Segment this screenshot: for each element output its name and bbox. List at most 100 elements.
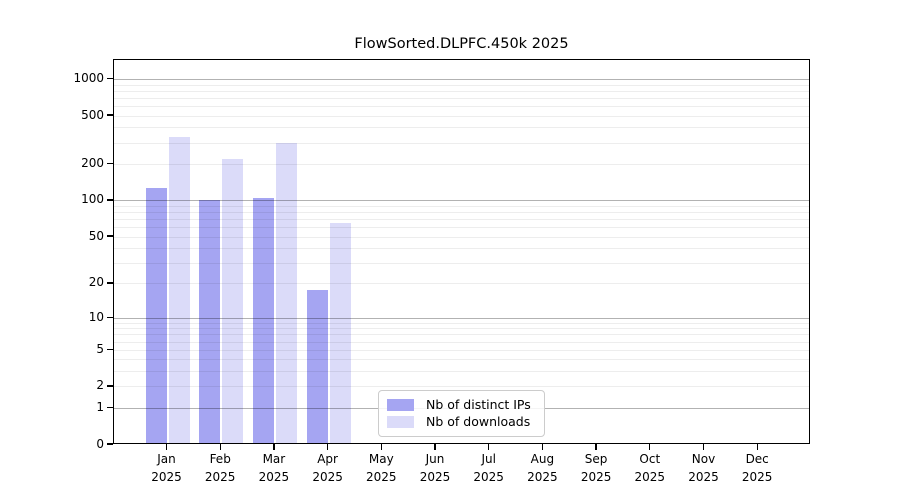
x-tick-month: Jan (157, 452, 176, 466)
gridline-minor (114, 341, 809, 343)
gridline-minor (114, 212, 809, 214)
gridline-minor (114, 115, 809, 117)
x-tick-label: Jul 2025 (457, 451, 521, 486)
legend-item: Nb of downloads (387, 414, 536, 430)
y-tick-label: 50 (88, 228, 104, 243)
gridline-minor (114, 205, 809, 207)
y-tick-mark (107, 162, 113, 165)
x-tick-label: Sep 2025 (564, 451, 628, 486)
gridline-minor (114, 142, 809, 144)
bar-distinct-ips (306, 290, 328, 443)
x-tick-label: Nov 2025 (672, 451, 736, 486)
x-tick-month: Sep (584, 452, 608, 466)
y-tick-label: 1 (96, 399, 104, 414)
bar-downloads (222, 159, 244, 443)
y-tick-mark (107, 406, 113, 408)
y-tick-label: 5 (96, 341, 104, 356)
y-tick-mark (107, 316, 113, 318)
x-tick-label: Jan 2025 (135, 451, 199, 486)
gridline-minor (114, 334, 809, 336)
gridline-minor (114, 236, 809, 238)
y-tick-label: 10 (88, 309, 104, 324)
y-tick-label: 20 (88, 275, 104, 290)
x-tick-mark (434, 444, 436, 450)
x-tick-label: Mar 2025 (242, 451, 306, 486)
x-tick-month: Nov (691, 452, 716, 466)
legend: Nb of distinct IPs Nb of downloads (378, 390, 545, 437)
y-tick-mark (107, 235, 113, 237)
gridline-minor (114, 84, 809, 86)
gridline-major (114, 79, 809, 81)
x-tick-mark (488, 444, 490, 450)
legend-swatch (387, 399, 414, 411)
legend-swatch (387, 416, 414, 428)
x-tick-mark (165, 444, 168, 450)
y-tick-mark (107, 114, 113, 116)
x-tick-month: Feb (209, 452, 231, 466)
x-tick-label: Dec 2025 (725, 451, 789, 486)
x-tick-mark (541, 444, 544, 450)
bar-distinct-ips (252, 197, 274, 443)
gridline-major (114, 200, 809, 202)
y-tick-label: 1000 (73, 71, 104, 86)
gridline-minor (114, 262, 809, 264)
gridline-minor (114, 106, 809, 107)
x-tick-month: Mar (262, 452, 286, 466)
x-tick-year: 2025 (419, 469, 451, 484)
gridline-minor (114, 283, 809, 285)
x-tick-mark (273, 444, 275, 450)
x-tick-month: Jun (425, 452, 445, 466)
y-tick-label: 100 (81, 192, 104, 207)
legend-label: Nb of distinct IPs (426, 397, 531, 412)
y-tick-label: 0 (96, 436, 104, 451)
bar-distinct-ips (145, 188, 167, 443)
y-tick-mark (107, 348, 113, 350)
x-tick-month: May (368, 452, 394, 466)
gridline-minor (114, 90, 809, 92)
bar-downloads (329, 223, 351, 443)
plot-area (113, 59, 810, 444)
y-tick-label: 2 (96, 378, 104, 393)
y-tick-mark (107, 199, 113, 201)
gridline-minor (114, 349, 809, 351)
x-tick-year: 2025 (258, 469, 290, 484)
bar-downloads (168, 136, 190, 443)
gridline-minor (114, 371, 809, 373)
x-tick-mark (219, 444, 221, 450)
legend-item: Nb of distinct IPs (387, 397, 536, 413)
x-tick-year: 2025 (366, 469, 397, 484)
y-tick-mark (107, 282, 113, 284)
x-tick-mark (326, 444, 329, 450)
x-tick-year: 2025 (151, 469, 182, 484)
x-tick-mark (756, 444, 758, 450)
x-tick-month: Oct (639, 452, 661, 466)
x-tick-month: Apr (317, 452, 338, 466)
gridline-minor (114, 219, 809, 220)
x-tick-year: 2025 (527, 469, 558, 484)
bar-downloads (275, 142, 297, 443)
x-tick-label: May 2025 (349, 451, 413, 486)
y-tick-label: 500 (81, 107, 104, 122)
x-tick-label: Apr 2025 (296, 451, 360, 486)
gridline-minor (114, 359, 809, 361)
gridline-minor (114, 97, 809, 99)
x-tick-mark (649, 444, 651, 450)
bar-distinct-ips (199, 200, 221, 443)
x-tick-year: 2025 (204, 469, 236, 484)
y-tick-label: 200 (81, 155, 104, 170)
gridline-minor (114, 227, 809, 229)
y-tick-mark (107, 385, 113, 387)
gridline-minor (114, 163, 809, 165)
gridline-minor (114, 248, 809, 250)
x-tick-year: 2025 (312, 469, 343, 484)
x-tick-year: 2025 (580, 469, 612, 484)
gridline-minor (114, 322, 809, 324)
x-tick-month: Dec (745, 452, 769, 466)
gridline-major (114, 317, 809, 319)
x-tick-label: Oct 2025 (618, 451, 682, 486)
x-tick-label: Feb 2025 (188, 451, 252, 486)
x-tick-year: 2025 (741, 469, 773, 484)
chart-title: FlowSorted.DLPFC.450k 2025 (354, 36, 569, 52)
x-tick-month: Aug (530, 452, 555, 466)
